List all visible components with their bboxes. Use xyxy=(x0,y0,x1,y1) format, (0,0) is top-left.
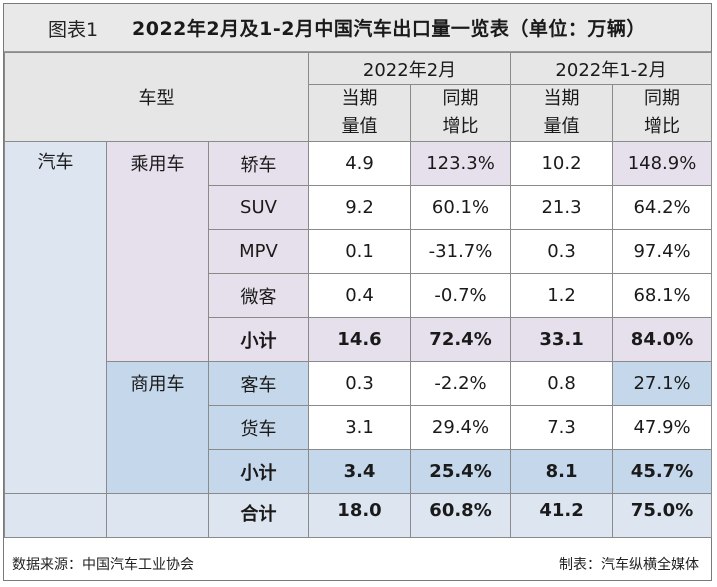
table-row-type: 客车 xyxy=(207,361,310,406)
table-cell: 0.1 xyxy=(308,229,412,274)
table-cell: 148.9% xyxy=(612,141,713,186)
page-title: 2022年2月及1-2月中国汽车出口量一览表（单位：万辆） xyxy=(132,18,646,40)
table-cell: 60.8% xyxy=(410,493,512,538)
table-row-type: 货车 xyxy=(207,405,310,450)
category-passenger: 乘用车 xyxy=(106,141,209,362)
header-growth-line1: 同期 xyxy=(644,88,681,109)
table-cell: 18.0 xyxy=(308,493,412,538)
header-growth-line2: 增比 xyxy=(644,116,681,137)
table-row-type: 合计 xyxy=(207,493,310,538)
header-volume-line2: 量值 xyxy=(341,116,378,137)
table-cell: 3.1 xyxy=(308,405,412,450)
figure-label: 图表1 xyxy=(48,19,99,41)
table-cell: 21.3 xyxy=(510,185,614,230)
table-row-type: 微客 xyxy=(207,273,310,318)
table-cell: -31.7% xyxy=(410,229,512,274)
header-vehicle-type: 车型 xyxy=(3,52,310,142)
table-cell: 0.8 xyxy=(510,361,614,406)
table-cell: 72.4% xyxy=(410,317,512,362)
table-cell: 29.4% xyxy=(410,405,512,450)
table-cell: 64.2% xyxy=(612,185,713,230)
table-cell: 97.4% xyxy=(612,229,713,274)
header-feb-volume: 当期 量值 xyxy=(308,84,412,142)
header-growth-line2: 增比 xyxy=(442,116,479,137)
table-cell: 0.3 xyxy=(308,361,412,406)
table-cell: 68.1% xyxy=(612,273,713,318)
table-frame: 图表1 2022年2月及1-2月中国汽车出口量一览表（单位：万辆） 车型 202… xyxy=(3,3,713,581)
table-cell: 9.2 xyxy=(308,185,412,230)
table-cell: 25.4% xyxy=(410,449,512,494)
header-ytd-growth: 同期 增比 xyxy=(612,84,713,142)
header-ytd-volume: 当期 量值 xyxy=(510,84,614,142)
title-bar: 图表1 2022年2月及1-2月中国汽车出口量一览表（单位：万辆） xyxy=(4,4,711,52)
table-cell: 33.1 xyxy=(510,317,614,362)
table-cell: 60.1% xyxy=(410,185,512,230)
category-commercial: 商用车 xyxy=(106,361,209,494)
table-cell: 14.6 xyxy=(308,317,412,362)
category-automobile-continuation xyxy=(4,493,107,538)
table-cell: -2.2% xyxy=(410,361,512,406)
header-volume-line1: 当期 xyxy=(543,88,580,109)
table-cell: 3.4 xyxy=(308,449,412,494)
table-cell: 41.2 xyxy=(510,493,614,538)
total-spacer xyxy=(106,493,209,538)
table-cell: 7.3 xyxy=(510,405,614,450)
table-cell: 47.9% xyxy=(612,405,713,450)
export-table: 车型 2022年2月 2022年1-2月 当期 量值 同期 增比 当期 量值 同… xyxy=(3,52,713,538)
header-period-jan-feb: 2022年1-2月 xyxy=(510,52,713,85)
header-feb-growth: 同期 增比 xyxy=(410,84,512,142)
table-row-type: 小计 xyxy=(207,317,310,362)
table-cell: 27.1% xyxy=(612,361,713,406)
header-growth-line1: 同期 xyxy=(442,88,479,109)
table-cell: 10.2 xyxy=(510,141,614,186)
header-period-feb: 2022年2月 xyxy=(308,52,512,85)
table-cell: 45.7% xyxy=(612,449,713,494)
data-source: 数据来源：中国汽车工业协会 xyxy=(12,557,194,573)
category-automobile: 汽车 xyxy=(4,141,107,494)
table-row-type: SUV xyxy=(207,185,310,230)
footer: 数据来源：中国汽车工业协会 制表：汽车纵横全媒体 xyxy=(4,544,711,580)
table-cell: 75.0% xyxy=(612,493,713,538)
table-row-type: 轿车 xyxy=(207,141,310,186)
table-cell: 0.4 xyxy=(308,273,412,318)
table-cell: 4.9 xyxy=(308,141,412,186)
table-maker: 制表：汽车纵横全媒体 xyxy=(559,557,699,573)
table-cell: -0.7% xyxy=(410,273,512,318)
table-row-type: 小计 xyxy=(207,449,310,494)
header-volume-line1: 当期 xyxy=(341,88,378,109)
table-row-type: MPV xyxy=(207,229,310,274)
table-cell: 8.1 xyxy=(510,449,614,494)
table-cell: 0.3 xyxy=(510,229,614,274)
header-volume-line2: 量值 xyxy=(543,116,580,137)
table-cell: 84.0% xyxy=(612,317,713,362)
table-cell: 123.3% xyxy=(410,141,512,186)
table-cell: 1.2 xyxy=(510,273,614,318)
